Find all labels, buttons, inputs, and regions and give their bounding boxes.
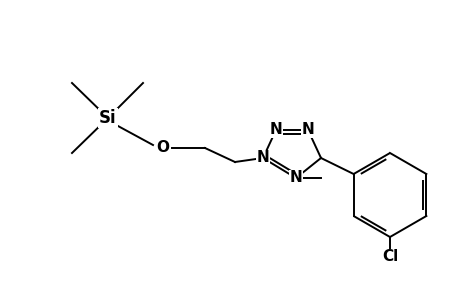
Text: Si: Si: [99, 109, 117, 127]
Text: N: N: [256, 151, 269, 166]
Text: O: O: [156, 140, 169, 155]
Text: N: N: [269, 122, 282, 137]
Text: N: N: [301, 122, 313, 137]
Text: Cl: Cl: [381, 250, 397, 265]
Text: N: N: [289, 170, 302, 185]
